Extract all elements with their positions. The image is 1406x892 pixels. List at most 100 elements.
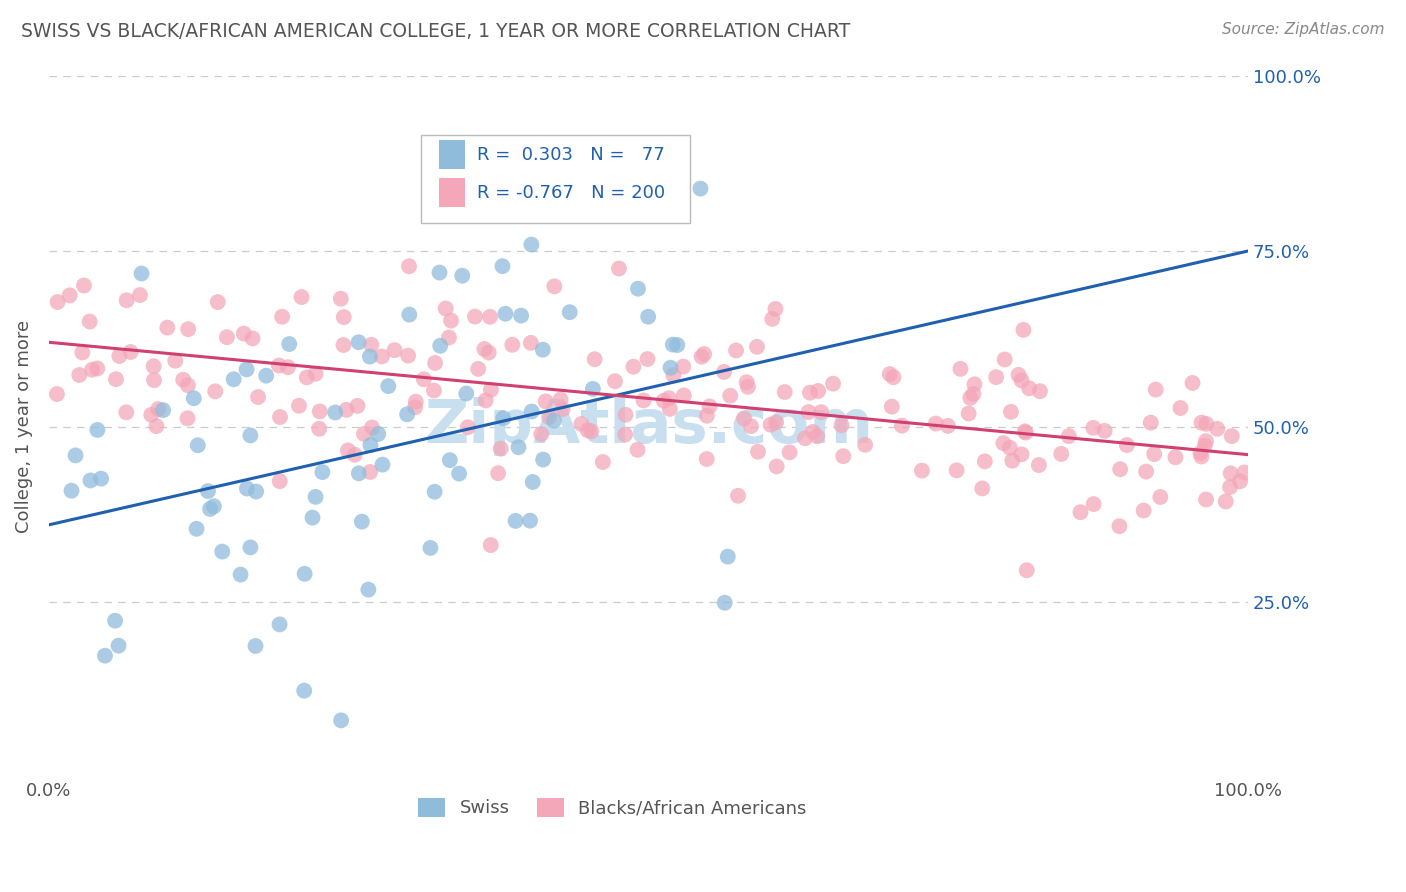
Point (131, 267, 153, 281)
Point (1029, 384, 1052, 399)
Point (239, 541, 262, 555)
Point (522, 475, 544, 489)
Point (236, 482, 259, 496)
Point (277, 360, 299, 375)
Point (197, 484, 219, 499)
Point (269, 474, 291, 488)
Point (359, 438, 381, 452)
Point (747, 444, 769, 458)
Point (474, 393, 496, 408)
Point (187, 438, 209, 452)
Point (235, 362, 257, 376)
Point (269, 617, 291, 632)
Point (1069, 505, 1091, 519)
Point (492, 411, 515, 425)
Point (211, 544, 233, 558)
Point (439, 453, 461, 467)
Point (880, 400, 903, 414)
Point (1011, 447, 1033, 461)
Point (72, 345, 94, 359)
Point (603, 374, 626, 388)
Point (959, 391, 981, 405)
Point (107, 639, 129, 653)
Point (1164, 450, 1187, 465)
Point (478, 345, 501, 359)
Point (86, 423, 108, 437)
Point (696, 452, 718, 467)
Point (343, 448, 366, 462)
Point (773, 385, 796, 400)
Point (59, 288, 82, 302)
Point (437, 330, 460, 344)
Point (404, 401, 426, 415)
Point (662, 337, 685, 351)
Point (429, 339, 451, 353)
Point (666, 338, 689, 352)
Point (479, 538, 502, 552)
Y-axis label: College, 1 year or more: College, 1 year or more (15, 320, 32, 533)
Point (583, 352, 606, 367)
Point (519, 514, 541, 528)
Point (288, 399, 311, 413)
Point (423, 356, 446, 370)
Point (963, 377, 986, 392)
Point (1018, 381, 1040, 395)
Point (207, 295, 229, 310)
Point (215, 330, 238, 344)
Point (1229, 475, 1251, 489)
Point (607, 261, 630, 276)
Point (614, 408, 637, 422)
Point (717, 549, 740, 564)
Point (1007, 368, 1029, 382)
Point (398, 260, 420, 274)
Point (198, 502, 221, 516)
Point (633, 393, 655, 408)
Point (891, 418, 914, 433)
Text: R = -0.767   N = 200: R = -0.767 N = 200 (477, 184, 665, 202)
Point (672, 359, 695, 374)
Point (148, 402, 170, 417)
Point (925, 417, 948, 431)
Point (759, 417, 782, 432)
Point (713, 596, 735, 610)
Point (332, 338, 354, 352)
Point (172, 373, 194, 387)
Point (202, 500, 225, 514)
Point (1014, 425, 1036, 440)
Point (60, 483, 83, 498)
Point (141, 408, 163, 422)
Point (733, 411, 755, 425)
Point (696, 409, 718, 423)
Point (1132, 503, 1154, 517)
Point (86, 361, 108, 376)
Point (79, 314, 101, 328)
Point (347, 467, 370, 481)
Point (945, 463, 967, 477)
Point (335, 402, 357, 417)
Point (1094, 424, 1116, 438)
Point (359, 350, 381, 364)
Point (367, 427, 389, 442)
Point (1206, 422, 1229, 436)
Point (294, 566, 316, 581)
Point (336, 443, 359, 458)
Point (1109, 462, 1132, 476)
Point (46, 295, 69, 310)
Point (242, 331, 264, 345)
Point (1028, 458, 1050, 472)
Point (361, 420, 384, 434)
Point (508, 440, 530, 454)
Text: Source: ZipAtlas.com: Source: ZipAtlas.com (1222, 22, 1385, 37)
Point (1143, 447, 1166, 461)
Point (1189, 446, 1212, 460)
Point (423, 384, 446, 398)
Text: ZipAtlas.com: ZipAtlas.com (423, 397, 873, 456)
Point (451, 268, 474, 283)
Point (799, 385, 821, 400)
Point (1050, 447, 1073, 461)
Point (254, 368, 277, 383)
Point (672, 388, 695, 402)
Point (713, 365, 735, 379)
Point (457, 420, 479, 434)
Point (543, 414, 565, 428)
